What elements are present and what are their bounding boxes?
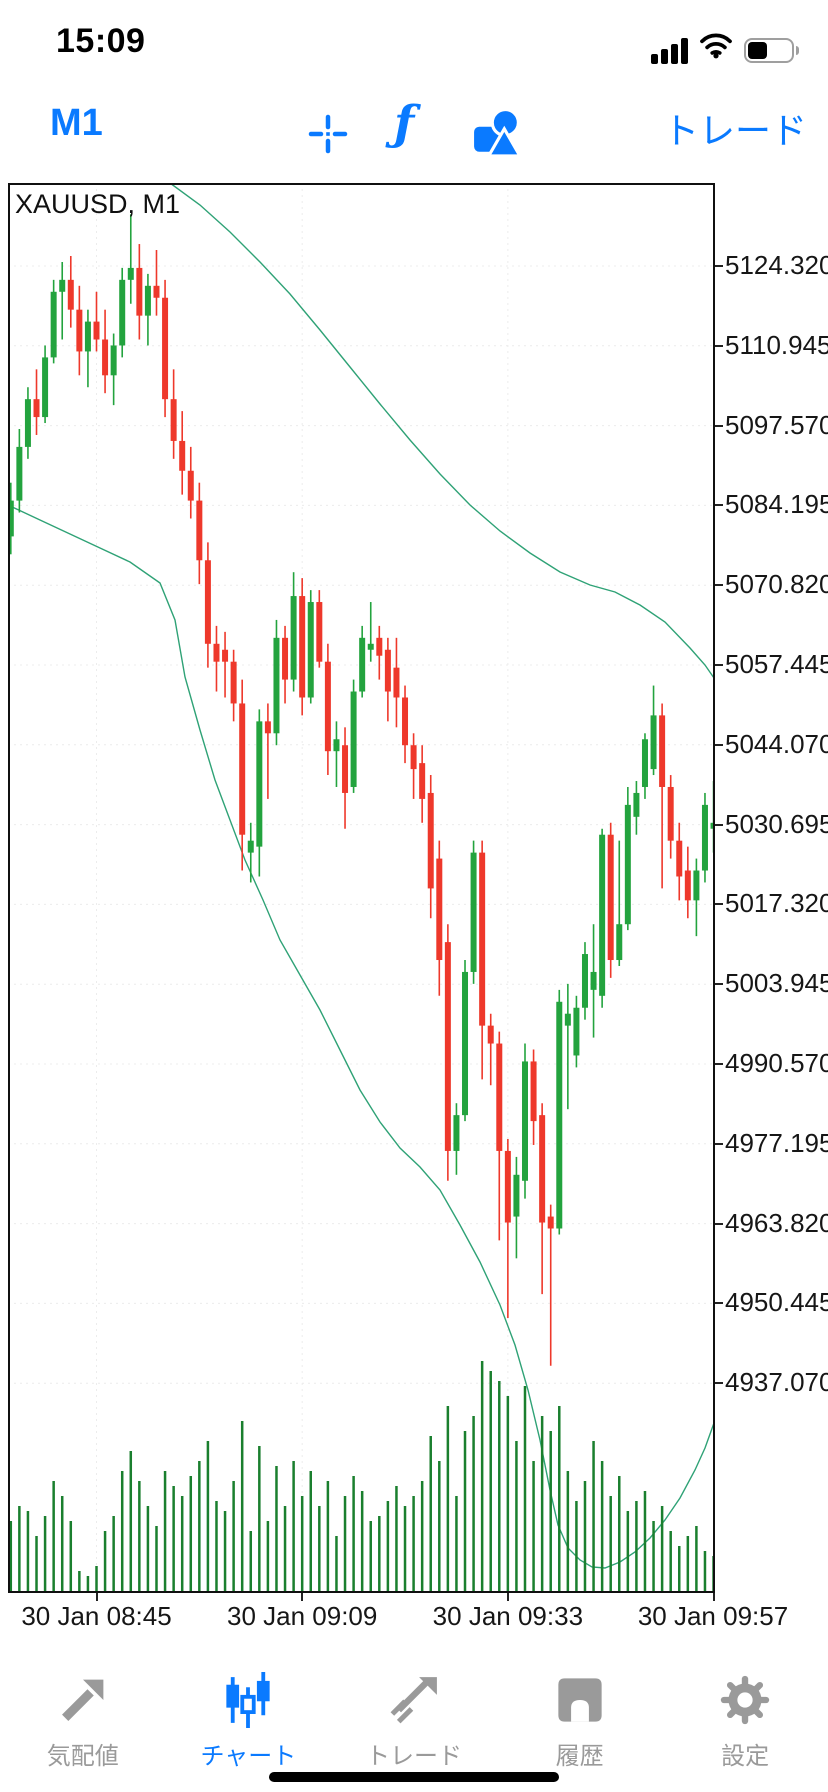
home-indicator[interactable] <box>269 1772 559 1782</box>
status-time: 15:09 <box>56 22 146 60</box>
price-axis-label: 4950.445 <box>725 1287 828 1318</box>
time-axis-tick <box>712 1593 715 1601</box>
tab-label: チャート <box>200 1743 297 1770</box>
tab-bar: 気配値 チャート トレード 履歴 設定 <box>0 1672 828 1771</box>
grid-layer <box>8 183 715 1593</box>
tab-label: 設定 <box>721 1743 770 1770</box>
price-axis-tick <box>715 983 723 986</box>
price-axis-tick <box>715 1063 723 1065</box>
chart-plot[interactable]: XAUUSD, M1 <box>8 183 715 1593</box>
tab-chart[interactable]: チャート <box>166 1672 332 1771</box>
chart-canvas <box>8 183 715 1593</box>
price-axis-label: 5070.820 <box>725 569 828 600</box>
candlestick-icon <box>220 1672 276 1728</box>
cellular-signal-icon <box>651 38 688 64</box>
tab-history[interactable]: 履歴 <box>497 1672 663 1771</box>
price-axis-tick <box>715 903 723 906</box>
time-axis-label: 30 Jan 09:33 <box>432 1601 584 1631</box>
price-axis-label: 5017.320 <box>725 888 828 919</box>
tab-label: 気配値 <box>46 1743 119 1770</box>
gear-icon <box>717 1672 773 1728</box>
function-button[interactable]: ƒ <box>394 96 415 151</box>
price-axis-label: 5057.445 <box>725 649 828 679</box>
wifi-icon <box>698 31 734 64</box>
trade-button[interactable]: トレード <box>663 110 808 151</box>
time-axis-label: 30 Jan 09:57 <box>637 1601 789 1631</box>
tab-label: 履歴 <box>555 1743 604 1770</box>
time-axis-tick <box>301 1593 304 1601</box>
battery-icon <box>744 38 799 63</box>
trend-arrow-icon <box>55 1672 111 1728</box>
crosshair-button[interactable] <box>306 112 350 156</box>
price-axis-label: 5110.945 <box>725 329 828 360</box>
price-axis-label: 4990.570 <box>725 1048 828 1078</box>
history-tray-icon <box>552 1672 608 1728</box>
price-axis-tick <box>715 823 723 826</box>
price-axis-label: 5044.070 <box>725 728 828 759</box>
tab-label: トレード <box>365 1743 462 1770</box>
price-axis-label: 4937.070 <box>725 1367 828 1398</box>
volume-bars <box>9 1361 715 1591</box>
price-axis-tick <box>715 1382 723 1385</box>
tab-trade[interactable]: トレード <box>331 1672 497 1771</box>
time-axis-tick <box>506 1593 509 1601</box>
price-axis-tick <box>715 1302 723 1305</box>
tab-quotes[interactable]: 気配値 <box>0 1672 166 1771</box>
price-axis-tick <box>715 504 723 507</box>
price-axis-label: 4963.820 <box>725 1207 828 1238</box>
chart-symbol-label: XAUUSD, M1 <box>15 189 181 219</box>
price-axis-label: 5030.695 <box>725 808 828 839</box>
price-axis-label: 5097.570 <box>725 409 828 440</box>
price-axis-tick <box>715 424 723 427</box>
time-axis-label: 30 Jan 09:09 <box>226 1601 378 1631</box>
price-axis-label: 5003.945 <box>725 968 828 999</box>
time-axis-label: 30 Jan 08:45 <box>21 1601 172 1631</box>
price-axis-tick <box>715 584 723 587</box>
price-axis-label: 5124.320 <box>725 250 828 280</box>
price-axis-tick <box>715 664 723 666</box>
price-axis-tick <box>715 1222 723 1225</box>
price-axis-tick <box>715 743 723 746</box>
time-axis-tick <box>95 1593 98 1601</box>
price-axis-label: 5084.195 <box>725 489 828 520</box>
trade-arrows-icon <box>386 1672 442 1728</box>
envelope-bands <box>8 183 715 1569</box>
status-icons <box>651 31 799 64</box>
timeframe-button[interactable]: M1 <box>50 102 103 144</box>
price-axis-tick <box>715 1142 723 1145</box>
tab-settings[interactable]: 設定 <box>662 1672 828 1771</box>
candles-layer <box>8 214 715 1366</box>
price-axis-label: 4977.195 <box>725 1127 828 1158</box>
indicators-button[interactable] <box>472 108 523 158</box>
price-axis-tick <box>715 344 723 347</box>
price-axis-tick <box>715 265 723 267</box>
